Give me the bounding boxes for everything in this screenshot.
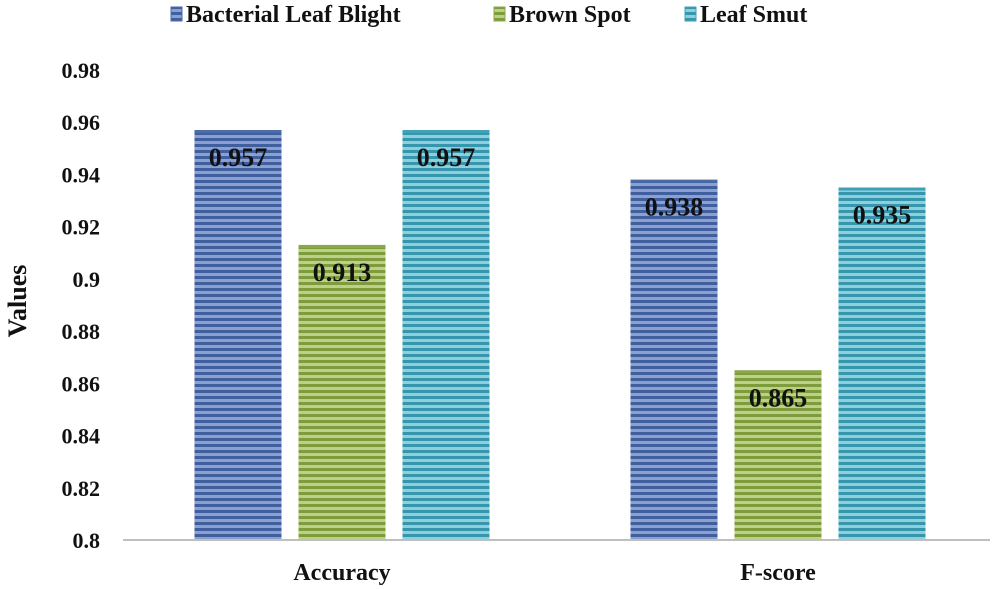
x-tick-label: Accuracy — [293, 560, 390, 586]
x-tick-label: F-score — [740, 560, 816, 586]
y-tick-label: 0.86 — [62, 371, 101, 396]
bar-top-edge — [838, 187, 926, 191]
y-tick-label: 0.84 — [62, 424, 101, 449]
bar-top-edge — [734, 370, 822, 374]
bar-top-edge — [630, 179, 718, 183]
data-label: 0.957 — [417, 143, 476, 172]
bar — [194, 130, 282, 541]
bar — [734, 370, 822, 540]
data-label: 0.938 — [645, 193, 704, 222]
bar-top-edge — [194, 130, 282, 134]
legend-label: Bacterial Leaf Blight — [186, 2, 401, 28]
data-label: 0.865 — [749, 383, 808, 412]
bar — [838, 187, 926, 540]
legend-label: Brown Spot — [509, 2, 631, 28]
bars — [194, 130, 926, 541]
y-axis: 0.8 0.82 0.84 0.86 0.88 0.9 0.92 0.94 0.96 0.98 — [62, 58, 101, 553]
legend-swatch — [493, 6, 506, 22]
y-tick-label: 0.8 — [73, 528, 101, 553]
legend: Bacterial Leaf Blight Brown Spot Leaf Smut — [170, 2, 807, 28]
data-label: 0.935 — [853, 201, 912, 230]
y-tick-label: 0.92 — [62, 215, 101, 240]
legend-swatch — [684, 6, 697, 22]
y-axis-title: Values — [3, 265, 32, 338]
bar — [402, 130, 490, 541]
data-label: 0.957 — [209, 143, 268, 172]
data-label: 0.913 — [313, 258, 372, 287]
data-labels: 0.957 0.913 0.957 0.938 0.865 0.935 — [209, 143, 912, 412]
legend-label: Leaf Smut — [700, 2, 807, 28]
y-tick-label: 0.94 — [62, 162, 101, 187]
bar-top-edge — [402, 130, 490, 134]
y-tick-label: 0.82 — [62, 476, 101, 501]
legend-swatch — [170, 6, 183, 22]
bar-top-edge — [298, 244, 386, 248]
y-tick-label: 0.9 — [73, 267, 101, 292]
y-tick-label: 0.88 — [62, 319, 101, 344]
bar — [298, 244, 386, 540]
y-tick-label: 0.96 — [62, 110, 101, 135]
x-axis: Accuracy F-score — [123, 539, 990, 586]
bar — [630, 179, 718, 540]
y-tick-label: 0.98 — [62, 58, 101, 83]
